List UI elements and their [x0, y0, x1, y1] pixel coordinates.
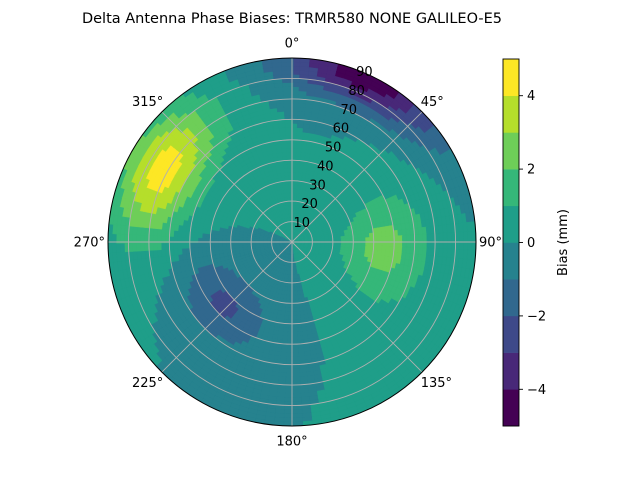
contour-fill	[108, 58, 476, 426]
chart-title: Delta Antenna Phase Biases: TRMR580 NONE…	[82, 11, 502, 27]
polar-plot-area: 0°45°90°135°180°225°270°315° 10203040506…	[74, 37, 502, 450]
